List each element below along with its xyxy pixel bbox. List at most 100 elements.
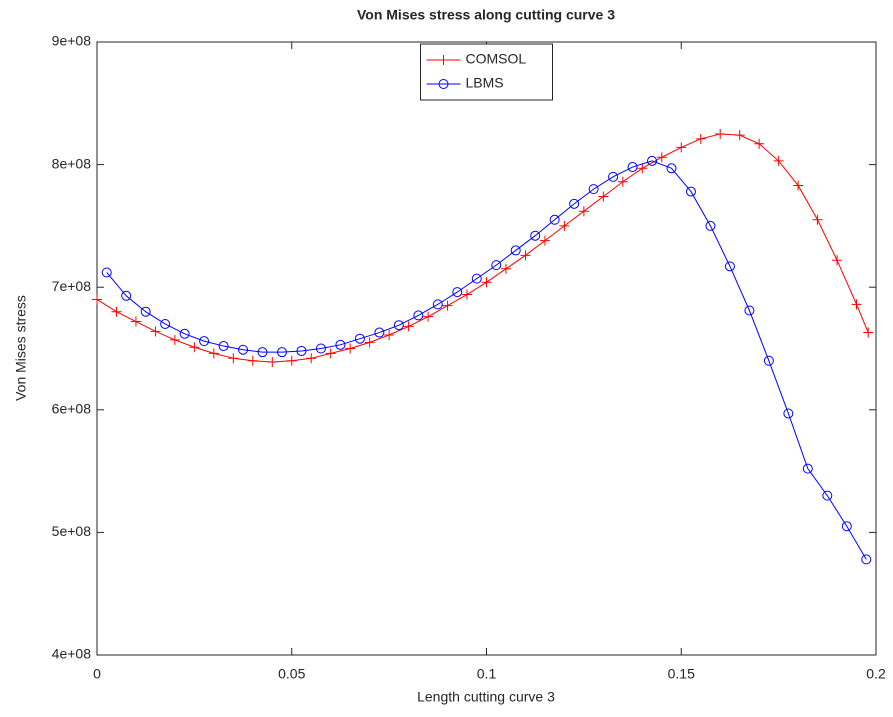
data-point bbox=[189, 342, 200, 353]
y-tick-label: 8e+08 bbox=[52, 155, 92, 171]
data-point bbox=[432, 299, 443, 310]
data-point bbox=[238, 344, 249, 355]
data-point bbox=[160, 318, 171, 329]
data-point bbox=[773, 155, 784, 166]
y-tick-label: 5e+08 bbox=[52, 523, 92, 539]
data-point bbox=[812, 214, 823, 225]
data-point bbox=[832, 255, 843, 266]
x-tick-label: 0.15 bbox=[668, 666, 695, 682]
data-point bbox=[413, 310, 424, 321]
x-tick-label: 0 bbox=[93, 666, 101, 682]
data-point bbox=[111, 306, 122, 317]
data-point bbox=[578, 206, 589, 217]
y-tick-label: 4e+08 bbox=[52, 646, 92, 662]
x-tick-label: 0.2 bbox=[866, 666, 886, 682]
data-point bbox=[121, 290, 132, 301]
data-point bbox=[647, 155, 658, 166]
data-point bbox=[403, 321, 414, 332]
data-point bbox=[763, 355, 774, 366]
data-point bbox=[656, 152, 667, 163]
data-point bbox=[627, 162, 638, 173]
data-point bbox=[92, 294, 102, 305]
data-point bbox=[802, 463, 813, 474]
data-point bbox=[695, 133, 706, 144]
data-point bbox=[569, 198, 580, 209]
data-point bbox=[218, 341, 229, 352]
data-point bbox=[841, 521, 852, 532]
data-point bbox=[608, 171, 619, 182]
data-point bbox=[471, 273, 482, 284]
data-point bbox=[822, 490, 833, 501]
data-point bbox=[452, 287, 463, 298]
data-point bbox=[863, 327, 874, 338]
data-point bbox=[140, 306, 151, 317]
data-point bbox=[169, 334, 180, 345]
data-point bbox=[101, 267, 112, 278]
data-point bbox=[617, 176, 628, 187]
data-point bbox=[199, 336, 210, 347]
data-point bbox=[247, 355, 258, 366]
data-point bbox=[676, 142, 687, 153]
data-point bbox=[539, 235, 550, 246]
legend-marker bbox=[438, 79, 449, 89]
data-point bbox=[208, 348, 219, 359]
data-point bbox=[549, 214, 560, 225]
data-point bbox=[520, 250, 531, 261]
data-point bbox=[384, 330, 395, 341]
data-point bbox=[481, 277, 492, 288]
data-point bbox=[734, 130, 745, 141]
data-point bbox=[724, 261, 735, 272]
data-point bbox=[744, 305, 755, 316]
legend-box bbox=[420, 43, 553, 101]
data-point bbox=[179, 328, 190, 339]
data-point bbox=[783, 408, 794, 419]
y-tick-label: 7e+08 bbox=[52, 278, 92, 294]
data-point bbox=[345, 343, 356, 354]
data-point bbox=[861, 554, 872, 565]
data-point bbox=[423, 311, 434, 322]
chart-title: Von Mises stress along cutting curve 3 bbox=[357, 7, 615, 23]
data-point bbox=[442, 300, 453, 311]
y-tick-label: 6e+08 bbox=[52, 401, 92, 417]
legend-marker bbox=[438, 55, 449, 65]
data-point bbox=[559, 220, 570, 231]
series-line bbox=[106, 160, 867, 560]
data-point bbox=[637, 163, 648, 174]
data-point bbox=[510, 245, 521, 256]
data-point bbox=[257, 347, 268, 358]
data-point bbox=[315, 343, 326, 354]
data-point bbox=[306, 353, 317, 364]
x-tick-label: 0.05 bbox=[278, 666, 305, 682]
data-point bbox=[267, 356, 278, 367]
data-point bbox=[530, 230, 541, 241]
data-point bbox=[705, 220, 716, 231]
data-point bbox=[354, 333, 365, 344]
data-point bbox=[851, 299, 862, 310]
data-point bbox=[374, 327, 385, 338]
data-point bbox=[130, 316, 141, 327]
data-point bbox=[150, 326, 161, 337]
x-tick-label: 0.1 bbox=[477, 666, 497, 682]
data-point bbox=[491, 260, 502, 271]
data-point bbox=[325, 348, 336, 359]
legend-label: LBMS bbox=[466, 75, 504, 91]
data-point bbox=[364, 337, 375, 348]
data-point bbox=[462, 289, 473, 300]
data-point bbox=[588, 184, 599, 195]
data-point bbox=[500, 263, 511, 274]
data-point bbox=[335, 339, 346, 350]
data-point bbox=[296, 345, 307, 356]
data-point bbox=[754, 138, 765, 149]
data-point bbox=[228, 353, 239, 364]
data-point bbox=[598, 191, 609, 202]
legend: COMSOL LBMS bbox=[420, 43, 553, 101]
data-point bbox=[393, 320, 404, 331]
data-point bbox=[793, 180, 804, 191]
legend-label: COMSOL bbox=[466, 51, 527, 67]
data-point bbox=[685, 186, 696, 197]
data-point bbox=[666, 163, 677, 174]
x-axis-label: Length cutting curve 3 bbox=[417, 689, 555, 705]
data-point bbox=[715, 128, 726, 139]
data-point bbox=[277, 347, 288, 358]
